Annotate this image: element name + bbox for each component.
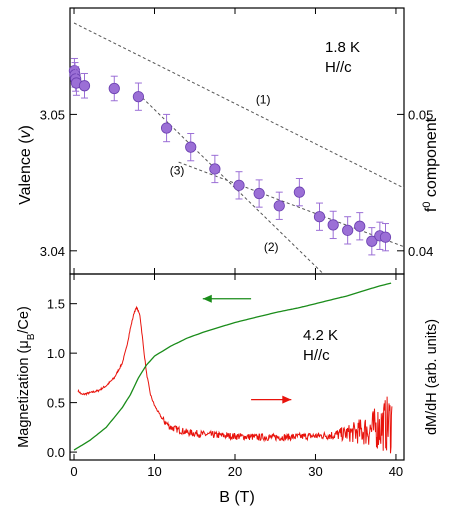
data-point: [132, 91, 145, 103]
direction-arrow-head: [202, 294, 212, 303]
bottom-field-direction-label: H//c: [303, 347, 330, 364]
x-tick-label: 10: [147, 464, 161, 479]
data-point: [233, 179, 245, 191]
top-right-axis-label: f0 component: [421, 117, 440, 212]
bottom-left-tick-label: 1.5: [47, 297, 65, 312]
data-point: [313, 211, 326, 223]
bottom-left-tick-label: 1.0: [47, 346, 65, 361]
magnetization-curve: [73, 282, 392, 451]
top-left-tick-label: 3.05: [40, 107, 65, 122]
top-temperature-label: 1.8 K: [325, 39, 360, 56]
x-tick-label: 0: [70, 464, 77, 479]
data-point: [366, 235, 378, 247]
bottom-left-tick-label: 0.5: [47, 396, 65, 411]
data-point: [185, 141, 197, 153]
guide-line-label: (2): [264, 240, 279, 254]
data-point: [379, 231, 392, 243]
bottom-y-axis-label: Magnetization (μB/Ce): [16, 306, 37, 448]
guide-line: [73, 22, 404, 189]
bottom-right-axis-label: dM/dH (arb. units): [424, 319, 440, 435]
bottom-panel: 0 10 20 30 40 0.0 0.5 1.0 1.5: [47, 273, 405, 479]
data-point: [354, 220, 366, 232]
data-point: [293, 186, 305, 198]
guide-line: [178, 161, 404, 248]
data-point: [273, 200, 285, 212]
bottom-left-tick-label: 0.0: [47, 445, 65, 460]
guide-line-label: (1): [256, 92, 271, 106]
bottom-plot-frame: [69, 273, 405, 461]
x-tick-label: 30: [308, 464, 322, 479]
guide-line-label: (3): [170, 163, 185, 177]
top-field-direction-label: H//c: [325, 59, 352, 76]
bottom-temperature-label: 4.2 K: [303, 327, 338, 344]
x-axis-label: B (T): [219, 489, 255, 506]
data-point: [108, 82, 120, 95]
data-point: [253, 187, 265, 200]
dmdh-curve: [77, 305, 393, 454]
top-right-tick-label: 0.05: [408, 107, 433, 122]
top-panel: 3.04 3.05 0.04 0.05 (1) (2) (3): [40, 7, 433, 275]
x-tick-label: 20: [228, 464, 242, 479]
top-right-tick-label: 0.04: [408, 244, 433, 259]
data-point: [160, 122, 173, 134]
direction-arrow-head: [282, 395, 292, 404]
data-point: [327, 219, 339, 231]
guide-line: [138, 93, 324, 274]
data-point: [78, 80, 91, 92]
top-left-tick-label: 3.04: [40, 244, 65, 259]
data-point: [342, 224, 354, 236]
top-y-axis-label: Valence (v): [17, 125, 34, 205]
data-point: [209, 163, 221, 175]
x-tick-label: 40: [389, 464, 403, 479]
